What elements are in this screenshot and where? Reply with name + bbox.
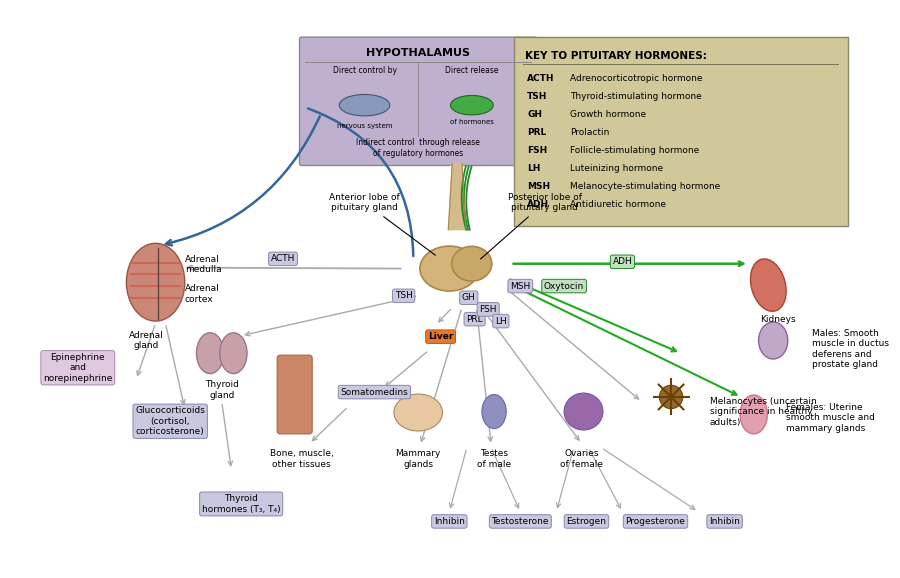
Text: Ovaries
of female: Ovaries of female	[560, 450, 603, 469]
Text: Females: Uterine
smooth muscle and
mammary glands: Females: Uterine smooth muscle and mamma…	[786, 403, 875, 432]
FancyBboxPatch shape	[300, 37, 537, 165]
Text: PRL: PRL	[527, 128, 546, 137]
Text: FSH: FSH	[527, 146, 547, 155]
Ellipse shape	[220, 333, 247, 373]
Text: Adrenal
medulla: Adrenal medulla	[184, 255, 221, 275]
Text: Liver: Liver	[428, 332, 454, 341]
Text: TSH: TSH	[395, 291, 412, 301]
Text: TSH: TSH	[527, 92, 547, 101]
Text: Testes
of male: Testes of male	[477, 450, 511, 469]
Text: FSH: FSH	[480, 305, 497, 314]
Text: Epinephrine
and
norepinephrine: Epinephrine and norepinephrine	[43, 353, 112, 383]
Text: Antidiuretic hormone: Antidiuretic hormone	[570, 200, 666, 209]
Text: ACTH: ACTH	[271, 254, 295, 264]
Text: Mammary
glands: Mammary glands	[395, 450, 441, 469]
Text: PRL: PRL	[466, 314, 483, 324]
Text: ADH: ADH	[527, 200, 549, 209]
Text: Adrenal
gland: Adrenal gland	[129, 331, 163, 350]
Text: LH: LH	[495, 317, 507, 325]
Text: Glucocorticoids
(cortisol,
corticosterone): Glucocorticoids (cortisol, corticosteron…	[135, 406, 205, 436]
Text: Prolactin: Prolactin	[570, 128, 609, 137]
Ellipse shape	[196, 333, 224, 373]
Ellipse shape	[420, 246, 479, 291]
Ellipse shape	[759, 322, 788, 359]
Text: ACTH: ACTH	[527, 74, 554, 83]
FancyBboxPatch shape	[277, 355, 312, 434]
Text: GH: GH	[527, 110, 542, 119]
Polygon shape	[448, 164, 466, 229]
Text: LH: LH	[527, 164, 541, 173]
Ellipse shape	[751, 259, 787, 312]
Text: KEY TO PITUITARY HORMONES:: KEY TO PITUITARY HORMONES:	[526, 51, 707, 61]
Ellipse shape	[740, 395, 768, 434]
Text: Posterior lobe of
pituitary gland: Posterior lobe of pituitary gland	[481, 193, 581, 259]
Text: Inhibin: Inhibin	[434, 517, 464, 526]
Text: Oxytocin: Oxytocin	[544, 281, 584, 291]
Text: Testosterone: Testosterone	[491, 517, 549, 526]
Text: MSH: MSH	[527, 182, 550, 191]
Text: Melanocytes (uncertain
significance in healthy
adults): Melanocytes (uncertain significance in h…	[710, 397, 816, 427]
Text: Melanocyte-stimulating hormone: Melanocyte-stimulating hormone	[570, 182, 720, 191]
Text: of hormones: of hormones	[450, 119, 494, 125]
Text: Thyroid-stimulating hormone: Thyroid-stimulating hormone	[570, 92, 702, 101]
Text: Somatomedins: Somatomedins	[340, 388, 409, 397]
Text: Progesterone: Progesterone	[626, 517, 686, 526]
Text: Bone, muscle,
other tissues: Bone, muscle, other tissues	[270, 450, 333, 469]
Text: ADH: ADH	[613, 257, 633, 266]
Text: Kidneys: Kidneys	[760, 315, 796, 324]
Text: Luteinizing hormone: Luteinizing hormone	[570, 164, 663, 173]
Text: nervous system: nervous system	[337, 123, 392, 129]
Text: Inhibin: Inhibin	[709, 517, 740, 526]
Ellipse shape	[394, 394, 443, 431]
Text: Growth hormone: Growth hormone	[570, 110, 646, 119]
Text: Estrogen: Estrogen	[566, 517, 607, 526]
Text: GH: GH	[462, 293, 475, 302]
Ellipse shape	[452, 246, 491, 281]
Circle shape	[660, 386, 683, 409]
Text: Direct control by: Direct control by	[332, 66, 397, 75]
Text: Thyroid
hormones (T₃, T₄): Thyroid hormones (T₃, T₄)	[202, 494, 281, 514]
Text: Follicle-stimulating hormone: Follicle-stimulating hormone	[570, 146, 699, 155]
Text: Direct release: Direct release	[446, 66, 499, 75]
Text: Adrenal
cortex: Adrenal cortex	[184, 284, 220, 303]
Ellipse shape	[126, 243, 184, 321]
Ellipse shape	[451, 95, 493, 115]
Text: HYPOTHALAMUS: HYPOTHALAMUS	[366, 47, 470, 58]
Ellipse shape	[482, 395, 506, 428]
Ellipse shape	[564, 393, 603, 430]
FancyBboxPatch shape	[514, 37, 848, 226]
Text: Adrenocorticotropic hormone: Adrenocorticotropic hormone	[570, 74, 702, 83]
Text: Indirect control  through release
of regulatory hormones: Indirect control through release of regu…	[356, 138, 480, 158]
Text: Males: Smooth
muscle in ductus
deferens and
prostate gland: Males: Smooth muscle in ductus deferens …	[812, 329, 889, 369]
Text: Thyroid
gland: Thyroid gland	[205, 380, 239, 400]
Ellipse shape	[339, 94, 390, 116]
Text: Anterior lobe of
pituitary gland: Anterior lobe of pituitary gland	[329, 193, 436, 255]
Text: MSH: MSH	[510, 281, 530, 291]
